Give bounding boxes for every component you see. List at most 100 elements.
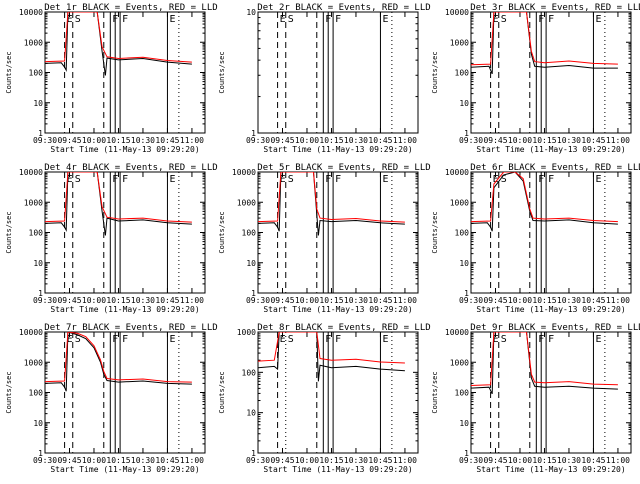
event-marker-label: F [548, 174, 554, 185]
y-tick-label: 1 [251, 289, 256, 298]
x-tick-label: 10:15 [319, 456, 343, 465]
x-tick-label: 10:45 [368, 296, 392, 305]
y-axis-label: Counts/sec [431, 371, 439, 413]
x-tick-label: 10:00 [508, 296, 532, 305]
event-marker-label: F [122, 334, 128, 345]
event-marker-label: E [67, 334, 73, 345]
x-tick-label: 09:45 [483, 136, 507, 145]
event-marker-label: E [280, 14, 286, 25]
y-tick-label: 1 [464, 289, 469, 298]
y-tick-label: 100 [29, 229, 44, 238]
x-tick-label: 10:00 [508, 456, 532, 465]
plot-frame [257, 171, 419, 294]
x-tick-label: 10:30 [344, 136, 368, 145]
series-lld [258, 172, 405, 223]
series-lld [45, 12, 192, 63]
y-tick-label: 10000 [19, 168, 43, 177]
event-marker-label: E [67, 14, 73, 25]
y-tick-label: 10000 [19, 8, 43, 17]
event-marker-label: E [382, 334, 388, 345]
y-axis-label: Counts/sec [218, 371, 226, 413]
panel-title: Det 5r BLACK = Events, RED = LLD [257, 163, 430, 173]
x-tick-label: 10:30 [557, 456, 581, 465]
y-tick-label: 1 [38, 449, 43, 458]
panel-title: Det 1r BLACK = Events, RED = LLD [44, 3, 217, 13]
y-tick-label: 10 [33, 419, 43, 428]
y-tick-label: 100 [455, 69, 470, 78]
x-tick-label: 09:30 [246, 296, 270, 305]
event-marker-label: S [288, 14, 294, 25]
x-tick-label: 10:30 [557, 136, 581, 145]
y-tick-label: 1000 [450, 38, 469, 47]
x-tick-label: 10:30 [131, 136, 155, 145]
y-tick-label: 10 [459, 419, 469, 428]
x-tick-label: 10:15 [532, 456, 556, 465]
x-tick-label: 10:30 [131, 456, 155, 465]
detector-panel-6: Det 6r BLACK = Events, RED = LLD 1 10 100 10… [431, 163, 640, 314]
y-tick-label: 1 [464, 449, 469, 458]
series-events [258, 172, 405, 236]
x-tick-label: 10:15 [106, 456, 130, 465]
y-tick-label: 10 [246, 409, 256, 418]
y-axis-label: Counts/sec [218, 51, 226, 93]
event-marker-label: E [382, 174, 388, 185]
x-tick-label: 10:00 [295, 136, 319, 145]
y-tick-label: 1000 [237, 328, 256, 337]
series-events [471, 12, 618, 75]
plot-frame [470, 11, 632, 134]
plot-frame [470, 331, 632, 454]
series-events [45, 172, 192, 236]
plot-frame [470, 171, 632, 294]
y-tick-label: 100 [455, 389, 470, 398]
event-marker-label: E [493, 14, 499, 25]
x-tick-label: 09:30 [246, 456, 270, 465]
y-tick-label: 100 [242, 229, 257, 238]
event-marker-label: E [169, 14, 175, 25]
y-tick-label: 1 [38, 289, 43, 298]
y-tick-label: 10 [459, 259, 469, 268]
panel-title: Det 9r BLACK = Events, RED = LLD [470, 323, 640, 333]
x-tick-label: 09:45 [483, 456, 507, 465]
panel-title: Det 4r BLACK = Events, RED = LLD [44, 163, 217, 173]
x-tick-label: 09:30 [459, 296, 483, 305]
x-tick-label: 10:45 [155, 456, 179, 465]
x-axis-label: Start Time (11-May-13 09:29:20) [50, 145, 199, 154]
plot-frame [44, 11, 206, 134]
series-lld [471, 172, 618, 223]
x-tick-label: 09:45 [270, 136, 294, 145]
series-events [471, 332, 618, 395]
x-tick-label: 09:45 [57, 296, 81, 305]
event-marker-label: S [288, 174, 294, 185]
event-marker-label: E [280, 334, 286, 345]
event-marker-label: S [75, 174, 81, 185]
y-tick-label: 10000 [445, 168, 469, 177]
x-tick-label: 10:45 [368, 456, 392, 465]
event-marker-label: E [169, 174, 175, 185]
x-tick-label: 10:45 [155, 136, 179, 145]
event-marker-label: E [595, 334, 601, 345]
x-tick-label: 10:15 [532, 136, 556, 145]
event-marker-label: S [288, 334, 294, 345]
y-tick-label: 1000 [24, 198, 43, 207]
y-tick-label: 10000 [445, 328, 469, 337]
x-tick-label: 10:45 [581, 456, 605, 465]
y-tick-label: 10 [33, 259, 43, 268]
event-marker-label: S [501, 14, 507, 25]
y-tick-label: 1 [38, 129, 43, 138]
x-axis-label: Start Time (11-May-13 09:29:20) [476, 145, 625, 154]
x-tick-label: 09:45 [57, 136, 81, 145]
x-tick-label: 11:00 [606, 136, 630, 145]
event-marker-label: E [67, 174, 73, 185]
x-tick-label: 10:45 [155, 296, 179, 305]
detector-panel-7: Det 7r BLACK = Events, RED = LLD 1 10 100 10… [5, 323, 218, 474]
detector-panel-8: Det 8r BLACK = Events, RED = LLD 1 10 100 10… [218, 323, 431, 474]
detector-panel-2: Det 2r BLACK = Events, RED = LLD 1 10 Count… [218, 3, 431, 154]
detector-panel-3: Det 3r BLACK = Events, RED = LLD 1 10 100 10… [431, 3, 640, 154]
x-tick-label: 10:15 [319, 296, 343, 305]
x-tick-label: 10:00 [82, 296, 106, 305]
x-tick-label: 11:00 [180, 456, 204, 465]
event-marker-label: F [335, 174, 341, 185]
event-marker-label: S [501, 174, 507, 185]
